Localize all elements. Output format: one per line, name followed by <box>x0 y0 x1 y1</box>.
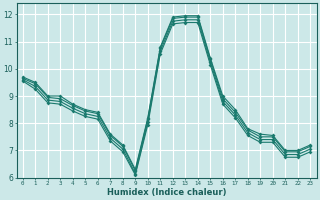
X-axis label: Humidex (Indice chaleur): Humidex (Indice chaleur) <box>107 188 226 197</box>
